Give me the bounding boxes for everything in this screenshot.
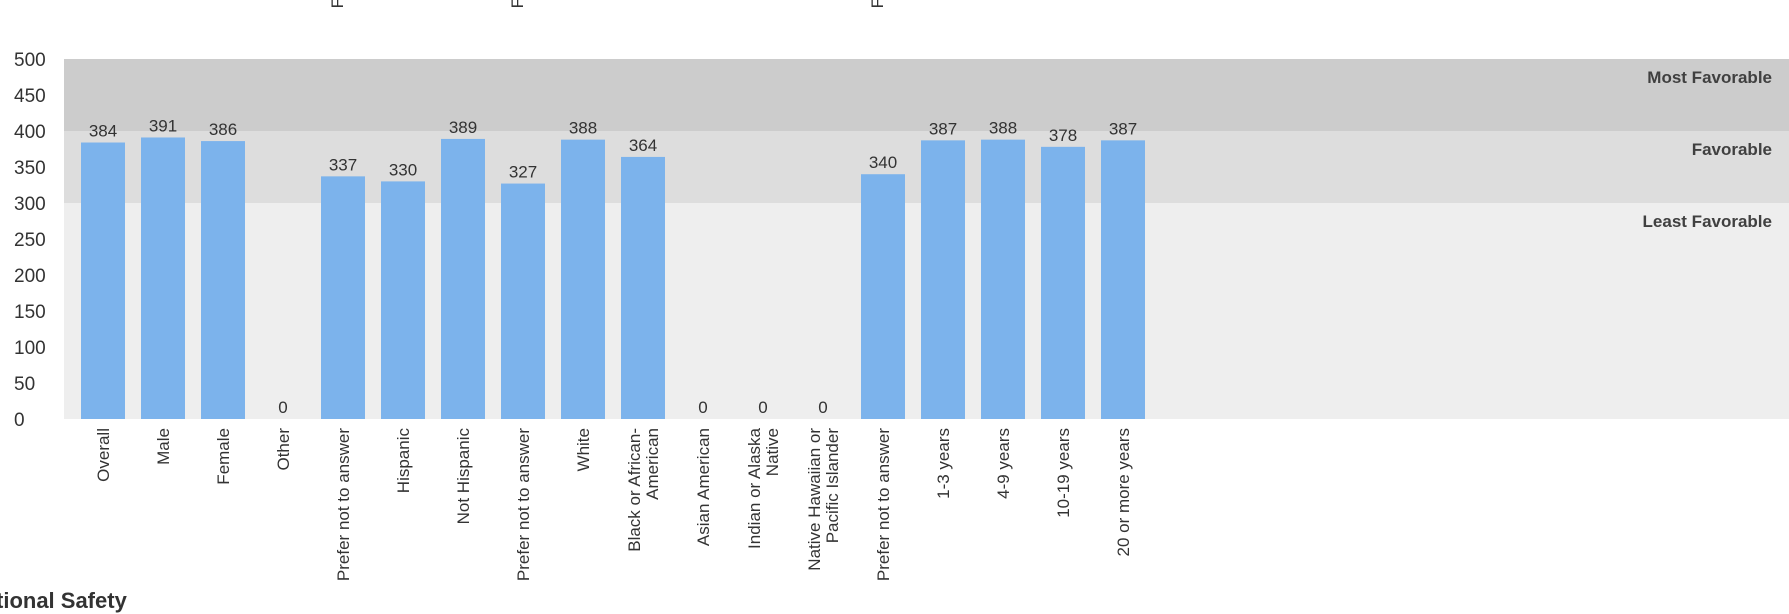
data-label: 364	[629, 136, 657, 155]
category-label: 4-9 years	[994, 428, 1013, 499]
y-tick-label: 450	[14, 86, 46, 107]
data-label: 387	[1109, 119, 1137, 138]
bar	[1101, 140, 1145, 420]
data-label: 384	[89, 122, 117, 141]
data-label: 330	[389, 160, 417, 179]
category-label: Pacific Islander	[823, 428, 842, 544]
clipped-label-fragment: F	[868, 0, 887, 8]
category-label: 20 or more years	[1114, 428, 1133, 557]
y-tick-label: 50	[14, 374, 35, 395]
y-tick-label: 0	[14, 410, 25, 431]
y-tick-label: 350	[14, 158, 46, 179]
y-tick-label: 400	[14, 122, 46, 143]
y-tick-label: 200	[14, 266, 46, 287]
bar	[561, 139, 605, 419]
bar-chart: Least Favorable Favorable Most Favorable 0 5…	[14, 0, 1789, 581]
data-label: 391	[149, 116, 177, 135]
category-label: Overall	[94, 428, 113, 482]
category-label: Hispanic	[394, 428, 413, 494]
category-label: Female	[214, 428, 233, 485]
category-label: Male	[154, 428, 173, 465]
data-label: 388	[569, 119, 597, 138]
clipped-label-fragment: F	[508, 0, 527, 8]
category-label: Prefer not to answer	[334, 428, 353, 581]
data-label: 327	[509, 163, 537, 182]
category-label: 10-19 years	[1054, 428, 1073, 518]
data-label: 0	[698, 398, 707, 417]
bar	[141, 137, 185, 420]
bar	[1041, 146, 1085, 419]
category-label: Black or African-	[625, 428, 644, 552]
data-label: 337	[329, 155, 357, 174]
category-label: Prefer not to answer	[514, 428, 533, 581]
data-label: 340	[869, 153, 897, 172]
y-tick-label: 300	[14, 194, 46, 215]
bar	[501, 183, 545, 419]
data-label: 386	[209, 120, 237, 139]
bar	[441, 138, 485, 420]
y-tick-label: 500	[14, 50, 46, 71]
bar	[201, 141, 245, 419]
bar	[981, 139, 1025, 419]
band-label: Favorable	[1692, 140, 1772, 159]
bar	[321, 176, 365, 419]
category-label: Asian American	[694, 428, 713, 546]
data-label: 378	[1049, 126, 1077, 145]
category-label: Other	[274, 428, 293, 471]
bar	[621, 156, 665, 420]
data-label: 387	[929, 119, 957, 138]
data-label: 0	[818, 398, 827, 417]
bar	[81, 142, 125, 419]
category-label: Prefer not to answer	[874, 428, 893, 581]
y-tick-label: 250	[14, 230, 46, 251]
band-label: Most Favorable	[1647, 68, 1772, 87]
y-tick-label: 100	[14, 338, 46, 359]
data-label: 0	[278, 398, 287, 417]
data-label: 0	[758, 398, 767, 417]
category-label: Native	[763, 428, 782, 476]
band-2	[64, 59, 1789, 131]
category-label: Not Hispanic	[454, 428, 473, 525]
y-tick-label: 150	[14, 302, 46, 323]
data-label: 389	[449, 118, 477, 137]
band-label: Least Favorable	[1643, 212, 1772, 231]
bar	[861, 174, 905, 419]
data-label: 388	[989, 119, 1017, 138]
category-label: Indian or Alaska	[745, 427, 764, 549]
bar	[921, 140, 965, 420]
bar	[381, 181, 425, 419]
category-label: American	[643, 428, 662, 500]
category-label: White	[574, 428, 593, 471]
section-title: tional Safety	[0, 588, 127, 613]
clipped-label-fragment: F	[328, 0, 347, 8]
category-label: Native Hawaiian or	[805, 428, 824, 571]
category-label: 1-3 years	[934, 428, 953, 499]
